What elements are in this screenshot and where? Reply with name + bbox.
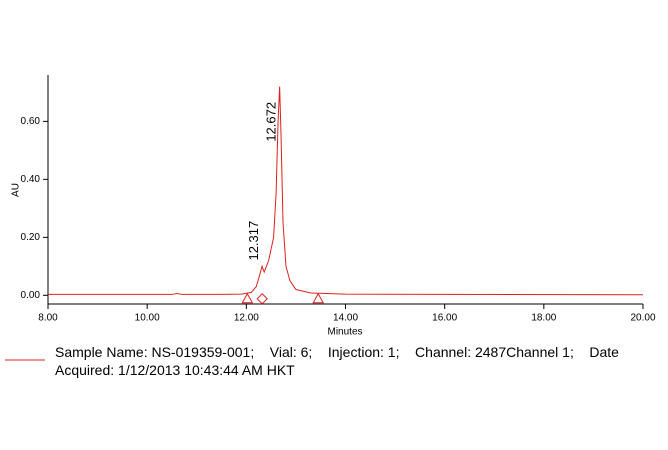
y-tick-label: 0.00 bbox=[21, 290, 41, 301]
legend-text: Sample Name: NS-019359-001; Vial: 6; Inj… bbox=[55, 344, 623, 378]
x-tick-label: 8.00 bbox=[38, 313, 58, 324]
x-axis-label: Minutes bbox=[327, 327, 362, 338]
y-tick-label: 0.40 bbox=[21, 174, 41, 185]
peak-label: 12.672 bbox=[264, 102, 279, 142]
x-tick-label: 10.00 bbox=[135, 313, 160, 324]
trace-line bbox=[48, 86, 644, 296]
peak-marker bbox=[241, 292, 254, 304]
peak-marker bbox=[312, 292, 325, 304]
x-tick-label: 16.00 bbox=[432, 313, 457, 324]
y-axis-label: AU bbox=[11, 183, 22, 197]
x-tick-label: 12.00 bbox=[234, 313, 259, 324]
x-tick-label: 18.00 bbox=[531, 313, 556, 324]
peak-marker bbox=[256, 293, 268, 305]
y-tick-label: 0.20 bbox=[21, 232, 41, 243]
x-tick-label: 14.00 bbox=[333, 313, 358, 324]
peak-label: 12.317 bbox=[246, 221, 261, 261]
x-tick-label: 20.00 bbox=[630, 313, 655, 324]
y-tick-label: 0.60 bbox=[21, 116, 41, 127]
